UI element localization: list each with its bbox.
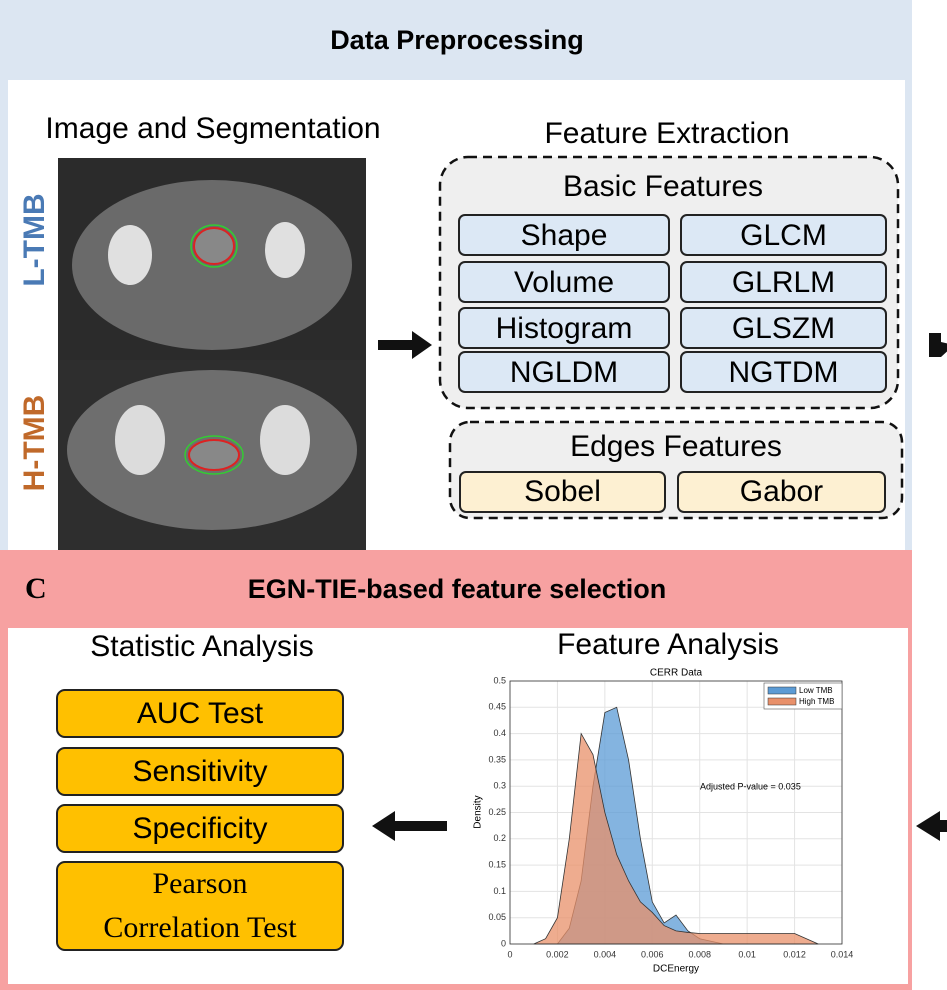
feature-label: Shape <box>521 219 608 252</box>
test-label: Specificity <box>132 812 267 845</box>
test-box <box>56 804 344 853</box>
y-tick-label: 0.45 <box>488 702 506 712</box>
feature-box <box>680 307 887 349</box>
statistic-items: AUC Test Sensitivity Specificity Pearson Cor… <box>56 689 344 951</box>
test-label: Sensitivity <box>132 755 267 788</box>
x-tick-label: 0.014 <box>831 949 854 959</box>
feature-label: Histogram <box>496 312 633 345</box>
group-title: Edges Features <box>570 430 782 463</box>
panel-title: Feature Analysis <box>557 628 779 661</box>
x-tick-label: 0.008 <box>688 949 711 959</box>
group-label: L-TMB <box>18 193 51 286</box>
x-tick-label: 0.01 <box>738 949 756 959</box>
test-label: AUC Test <box>137 697 264 730</box>
y-axis-label: Density <box>473 795 484 828</box>
feature-label: Gabor <box>740 475 823 508</box>
arrow <box>372 811 447 841</box>
y-tick-label: 0.3 <box>493 781 506 791</box>
legend-label: High TMB <box>799 697 834 706</box>
density-area <box>533 732 819 945</box>
feature-box <box>458 261 670 303</box>
feature-label: GLCM <box>740 219 827 252</box>
feature-label: NGLDM <box>510 356 618 389</box>
x-tick-label: 0 <box>507 949 512 959</box>
basic-items: Shape GLCM Volume GLRLM Histogram GLSZM NGLDM N… <box>458 214 887 393</box>
panel-title: Image and Segmentation <box>45 112 380 145</box>
y-tick-label: 0.4 <box>493 728 506 738</box>
y-tick-label: 0 <box>501 938 506 948</box>
x-tick-label: 0.006 <box>641 949 664 959</box>
test-box <box>56 861 344 951</box>
legend-swatch <box>767 686 797 695</box>
x-tick-label: 0.004 <box>594 949 617 959</box>
arrow <box>916 811 947 841</box>
x-tick-label: 0.012 <box>783 949 806 959</box>
edges-items: Sobel Gabor <box>459 471 886 513</box>
feature-box <box>458 307 670 349</box>
annotation: Adjusted P-value = 0.035 <box>700 781 801 791</box>
group-label: H-TMB <box>18 395 51 492</box>
test-label: Correlation Test <box>103 911 297 944</box>
test-box <box>56 689 344 738</box>
section-letter: C <box>25 572 47 605</box>
feature-label: GLSZM <box>732 312 835 345</box>
y-tick-label: 0.2 <box>493 833 506 843</box>
chart-title: CERR Data <box>650 668 703 679</box>
feature-box <box>677 471 886 513</box>
y-tick-label: 0.05 <box>488 912 506 922</box>
legend-label: Low TMB <box>799 686 833 695</box>
feature-label: Volume <box>514 266 614 299</box>
section-title: Data Preprocessing <box>330 25 584 55</box>
group-title: Basic Features <box>563 170 763 203</box>
feature-box <box>458 214 670 256</box>
panel-title: Statistic Analysis <box>90 630 313 663</box>
feature-box <box>680 214 887 256</box>
x-axis-label: DCEnergy <box>653 964 699 975</box>
y-tick-label: 0.25 <box>488 807 506 817</box>
feature-box <box>680 261 887 303</box>
arrow <box>929 333 947 357</box>
arrow <box>378 331 432 359</box>
density-chart: 0 0.002 0.004 0.006 0.008 0.01 0.012 0.014 0 0.05… <box>473 668 854 975</box>
y-tick-label: 0.15 <box>488 859 506 869</box>
y-tick-label: 0.5 <box>493 675 506 685</box>
y-tick-label: 0.1 <box>493 886 506 896</box>
feature-label: NGTDM <box>729 356 839 389</box>
feature-box <box>459 471 666 513</box>
feature-box <box>680 351 887 393</box>
plot-frame <box>509 680 843 945</box>
panel-title: Feature Extraction <box>544 117 789 150</box>
feature-label: Sobel <box>524 475 601 508</box>
section-title: EGN-TIE-based feature selection <box>248 574 667 604</box>
feature-box <box>458 351 670 393</box>
y-tick-label: 0.35 <box>488 754 506 764</box>
ct-images <box>58 158 366 550</box>
test-box <box>56 747 344 796</box>
x-tick-label: 0.002 <box>546 949 569 959</box>
legend-swatch <box>767 697 797 706</box>
test-label: Pearson <box>153 867 248 900</box>
feature-label: GLRLM <box>732 266 835 299</box>
